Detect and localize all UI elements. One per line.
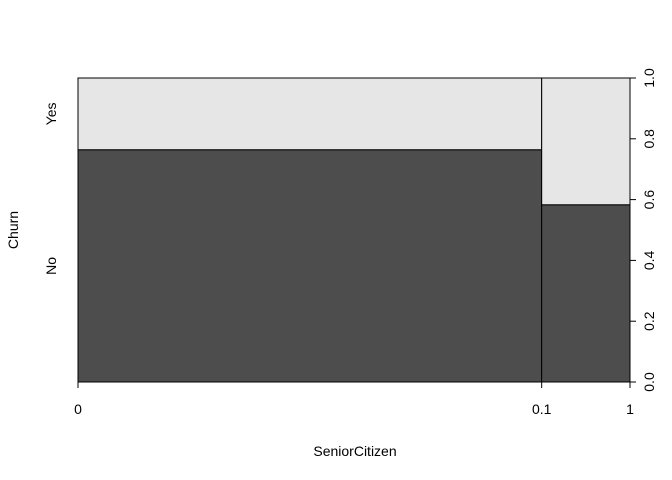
bar-yes-bin-0 <box>77 77 543 151</box>
right-tick-label-2: 0.4 <box>641 250 657 270</box>
right-tick-label-5: 1.0 <box>641 68 657 88</box>
right-tick-label-1: 0.2 <box>641 311 657 331</box>
bar-no-bin-0 <box>77 149 543 383</box>
x-tick-label-1: 0.1 <box>532 401 552 417</box>
right-tick-label-3: 0.6 <box>641 190 657 210</box>
bar-yes-bin-1 <box>541 77 631 206</box>
y-axis-right: 0.0 0.2 0.4 0.6 0.8 1.0 <box>629 68 657 392</box>
y-category-label-yes: Yes <box>43 102 59 125</box>
x-axis: 0 0.1 1 <box>74 382 634 417</box>
bar-no-bin-1 <box>541 204 631 383</box>
right-tick-label-0: 0.0 <box>641 372 657 392</box>
y-axis-title: Churn <box>5 211 21 249</box>
bars-layer <box>77 77 631 383</box>
y-axis-left: No Yes <box>43 102 59 274</box>
right-tick-label-4: 0.8 <box>641 129 657 149</box>
x-tick-label-2: 1 <box>626 401 634 417</box>
y-category-label-no: No <box>43 257 59 275</box>
x-tick-label-0: 0 <box>74 401 82 417</box>
x-axis-title: SeniorCitizen <box>313 443 396 459</box>
